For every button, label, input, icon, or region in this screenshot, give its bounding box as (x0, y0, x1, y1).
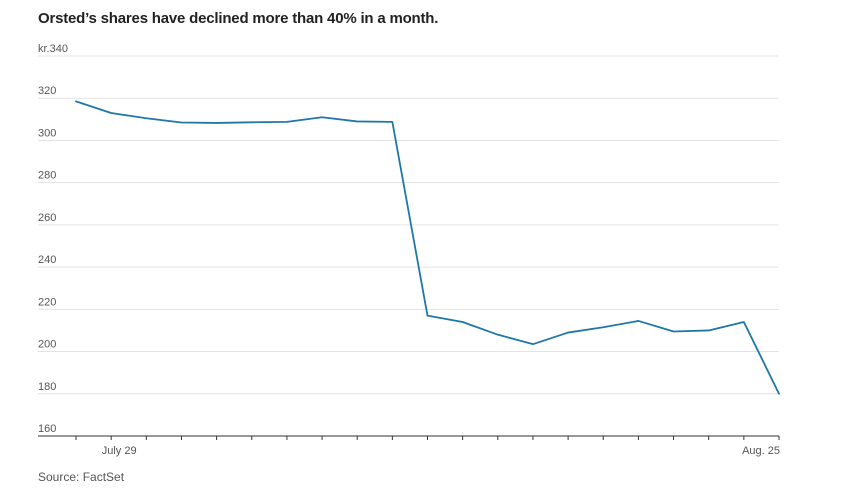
source-note: Source: FactSet (38, 470, 125, 484)
y-tick-label: 160 (38, 423, 56, 435)
y-tick-label: 260 (38, 212, 56, 224)
series-line-layer (75, 100, 780, 395)
chart-title: Orsted’s shares have declined more than … (38, 10, 439, 27)
x-tick-label: July 29 (102, 445, 137, 457)
x-axis-labels: July 29 Aug. 25 (102, 445, 780, 457)
gridlines (38, 55, 779, 395)
y-tick-label: 200 (38, 339, 56, 351)
y-tick-label: 220 (38, 296, 56, 308)
series-line (75, 100, 780, 395)
y-tick-label: kr.340 (38, 43, 68, 55)
y-tick-label: 320 (38, 85, 56, 97)
y-tick-label: 300 (38, 127, 56, 139)
x-axis (38, 435, 780, 440)
y-tick-label: 180 (38, 381, 56, 393)
x-tick-label: Aug. 25 (742, 445, 780, 457)
y-tick-label: 280 (38, 170, 56, 182)
y-axis-labels: 160 180 200 220 240 260 280 300 320 kr.340 (38, 43, 68, 435)
y-tick-label: 240 (38, 254, 56, 266)
